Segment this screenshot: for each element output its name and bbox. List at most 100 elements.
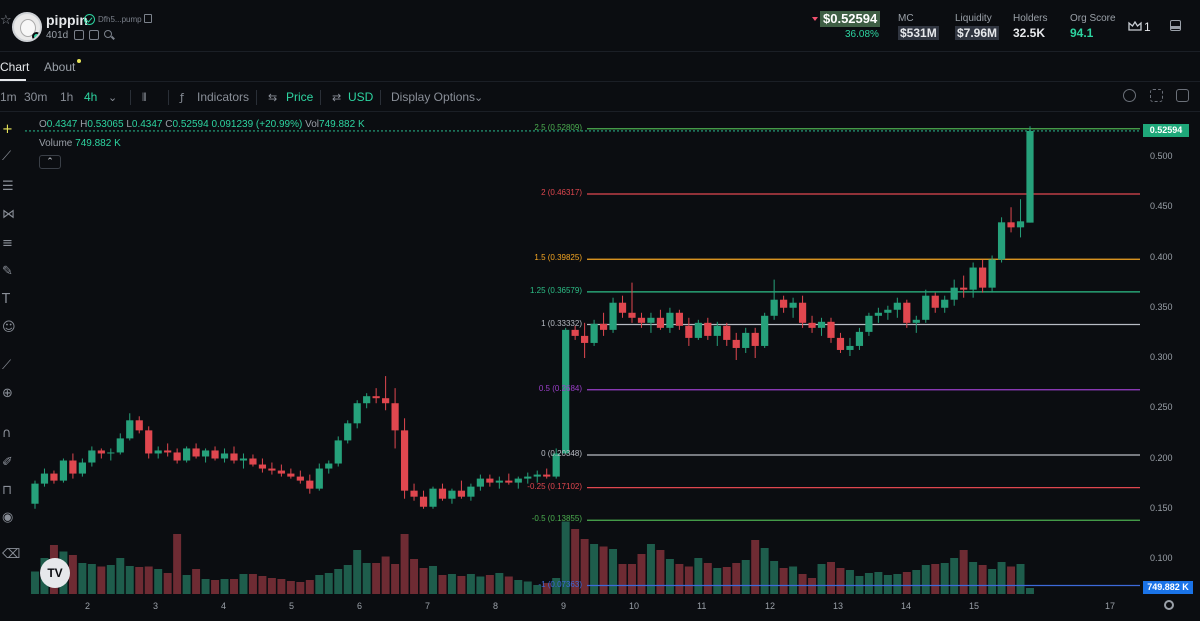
currency-icon[interactable]: ⇄ <box>332 91 342 104</box>
volume-bar <box>760 548 769 594</box>
volume-bar <box>552 578 561 594</box>
interval-1m[interactable]: 1m <box>0 90 17 104</box>
candle-body <box>979 267 987 288</box>
interval-chevron-down-icon[interactable]: ⌄ <box>108 91 118 104</box>
high-label: H <box>80 119 88 130</box>
volume-bar <box>561 521 570 594</box>
display-options-button[interactable]: Display Options <box>391 90 476 104</box>
volume-bar <box>978 565 987 594</box>
chart-canvas[interactable] <box>0 112 1200 621</box>
volume-bar <box>637 554 646 594</box>
fib-level-label: -1 (0.07363) <box>538 579 582 589</box>
ruler-icon[interactable]: ⟋ <box>2 358 12 373</box>
volume-bar <box>87 564 96 594</box>
candle-body <box>732 339 740 348</box>
interval-1h[interactable]: 1h <box>60 90 74 104</box>
volume-bar <box>258 576 267 594</box>
lock-icon[interactable]: ⊓ <box>2 483 13 498</box>
volume-bar <box>789 566 798 594</box>
interval-4h[interactable]: 4h <box>84 90 98 104</box>
current-price: $0.52594 <box>820 11 881 27</box>
tab-about[interactable]: About <box>44 60 76 74</box>
horizontal-lines-icon[interactable]: ☰ <box>2 179 14 194</box>
volume-bar <box>997 562 1006 594</box>
indicators-button[interactable]: Indicators <box>197 90 250 104</box>
axis-settings-gear-icon[interactable] <box>1164 600 1174 610</box>
candle-body <box>201 450 210 457</box>
volume-bar <box>68 555 77 594</box>
volume-bar <box>504 576 513 594</box>
pencil-lock-icon[interactable]: ✐ <box>2 455 13 470</box>
camera-icon[interactable] <box>1176 89 1189 102</box>
tradingview-logo[interactable]: TV <box>40 558 70 588</box>
crosshair-icon[interactable]: + <box>2 122 13 137</box>
candle-type-icon[interactable]: ⫴ <box>142 91 147 104</box>
candle-body <box>997 222 1006 260</box>
edit-icon[interactable] <box>89 30 99 40</box>
trash-icon[interactable]: ⌫ <box>2 547 21 562</box>
candle-body <box>476 478 484 487</box>
vol-value: 749.882 K <box>319 119 365 130</box>
copy-icon[interactable] <box>144 14 152 23</box>
volume-bar <box>523 581 532 594</box>
open-value: 0.4347 <box>46 119 78 130</box>
fullscreen-icon[interactable] <box>1150 89 1163 102</box>
volume-bar <box>950 558 959 594</box>
candle-body <box>836 337 845 350</box>
brush-icon[interactable]: ✎ <box>2 264 13 279</box>
pattern-icon[interactable]: ⋈ <box>2 207 15 222</box>
volume-bar <box>864 573 873 594</box>
candle-body <box>817 321 826 328</box>
candle-body <box>713 325 721 336</box>
eye-icon[interactable]: ◉ <box>2 510 14 525</box>
volume-bar <box>466 574 475 594</box>
swap-icon[interactable]: ⇆ <box>268 91 278 104</box>
crown-icon[interactable] <box>1128 21 1142 31</box>
favorite-star-icon[interactable]: ☆ <box>0 13 12 28</box>
usd-toggle[interactable]: USD <box>348 90 374 104</box>
tag-icon[interactable] <box>74 30 84 40</box>
x-tick-label: 4 <box>221 601 227 611</box>
volume-bar <box>31 571 39 594</box>
candle-body <box>457 490 466 497</box>
candle-body <box>116 438 124 453</box>
token-header: ☆ pippin Dfh5...pump 401d $0.52594 36.08… <box>0 0 1200 52</box>
text-icon[interactable]: T <box>2 292 10 307</box>
settings-gear-icon[interactable] <box>1123 89 1136 102</box>
volume-bar <box>267 578 276 594</box>
search-icon[interactable] <box>104 30 112 38</box>
candle-body <box>590 323 598 343</box>
volume-bar <box>533 585 542 594</box>
price-toggle[interactable]: Price <box>286 90 314 104</box>
collapse-legend-button[interactable]: ⌃ <box>39 155 61 169</box>
candle-body <box>78 462 86 474</box>
indicators-icon[interactable]: ƒ <box>180 91 184 104</box>
volume-bar <box>931 564 940 594</box>
price-chart[interactable] <box>0 112 1200 621</box>
volume-bar <box>230 579 238 594</box>
x-tick-label: 14 <box>901 601 912 611</box>
volume-bar <box>514 580 523 594</box>
display-options-chevron-down-icon[interactable]: ⌄ <box>474 91 484 104</box>
trendline-icon[interactable]: ⟋ <box>2 149 12 164</box>
volume-bar <box>372 563 381 594</box>
interval-30m[interactable]: 30m <box>24 90 48 104</box>
volume-bar <box>599 546 608 594</box>
candle-body <box>808 322 816 328</box>
candle-body <box>249 458 257 465</box>
volume-bar <box>571 529 580 594</box>
volume-bar <box>912 570 921 594</box>
magnet-icon[interactable]: ∩ <box>2 426 12 441</box>
volume-bar <box>476 576 485 594</box>
panel-toggle-icon[interactable] <box>1170 20 1181 31</box>
candle-body <box>419 496 428 507</box>
fib-tool-icon[interactable]: ≡ <box>2 236 13 251</box>
fib-level-label: 1 (0.33332) <box>541 318 582 328</box>
candle-body <box>363 396 371 404</box>
volume-bar <box>485 575 494 594</box>
emoji-icon[interactable]: ☺ <box>2 320 16 335</box>
zoom-in-icon[interactable]: ⊕ <box>2 386 13 401</box>
candle-body <box>1007 222 1015 228</box>
tab-chart[interactable]: Chart <box>0 60 30 74</box>
candle-body <box>609 302 617 330</box>
